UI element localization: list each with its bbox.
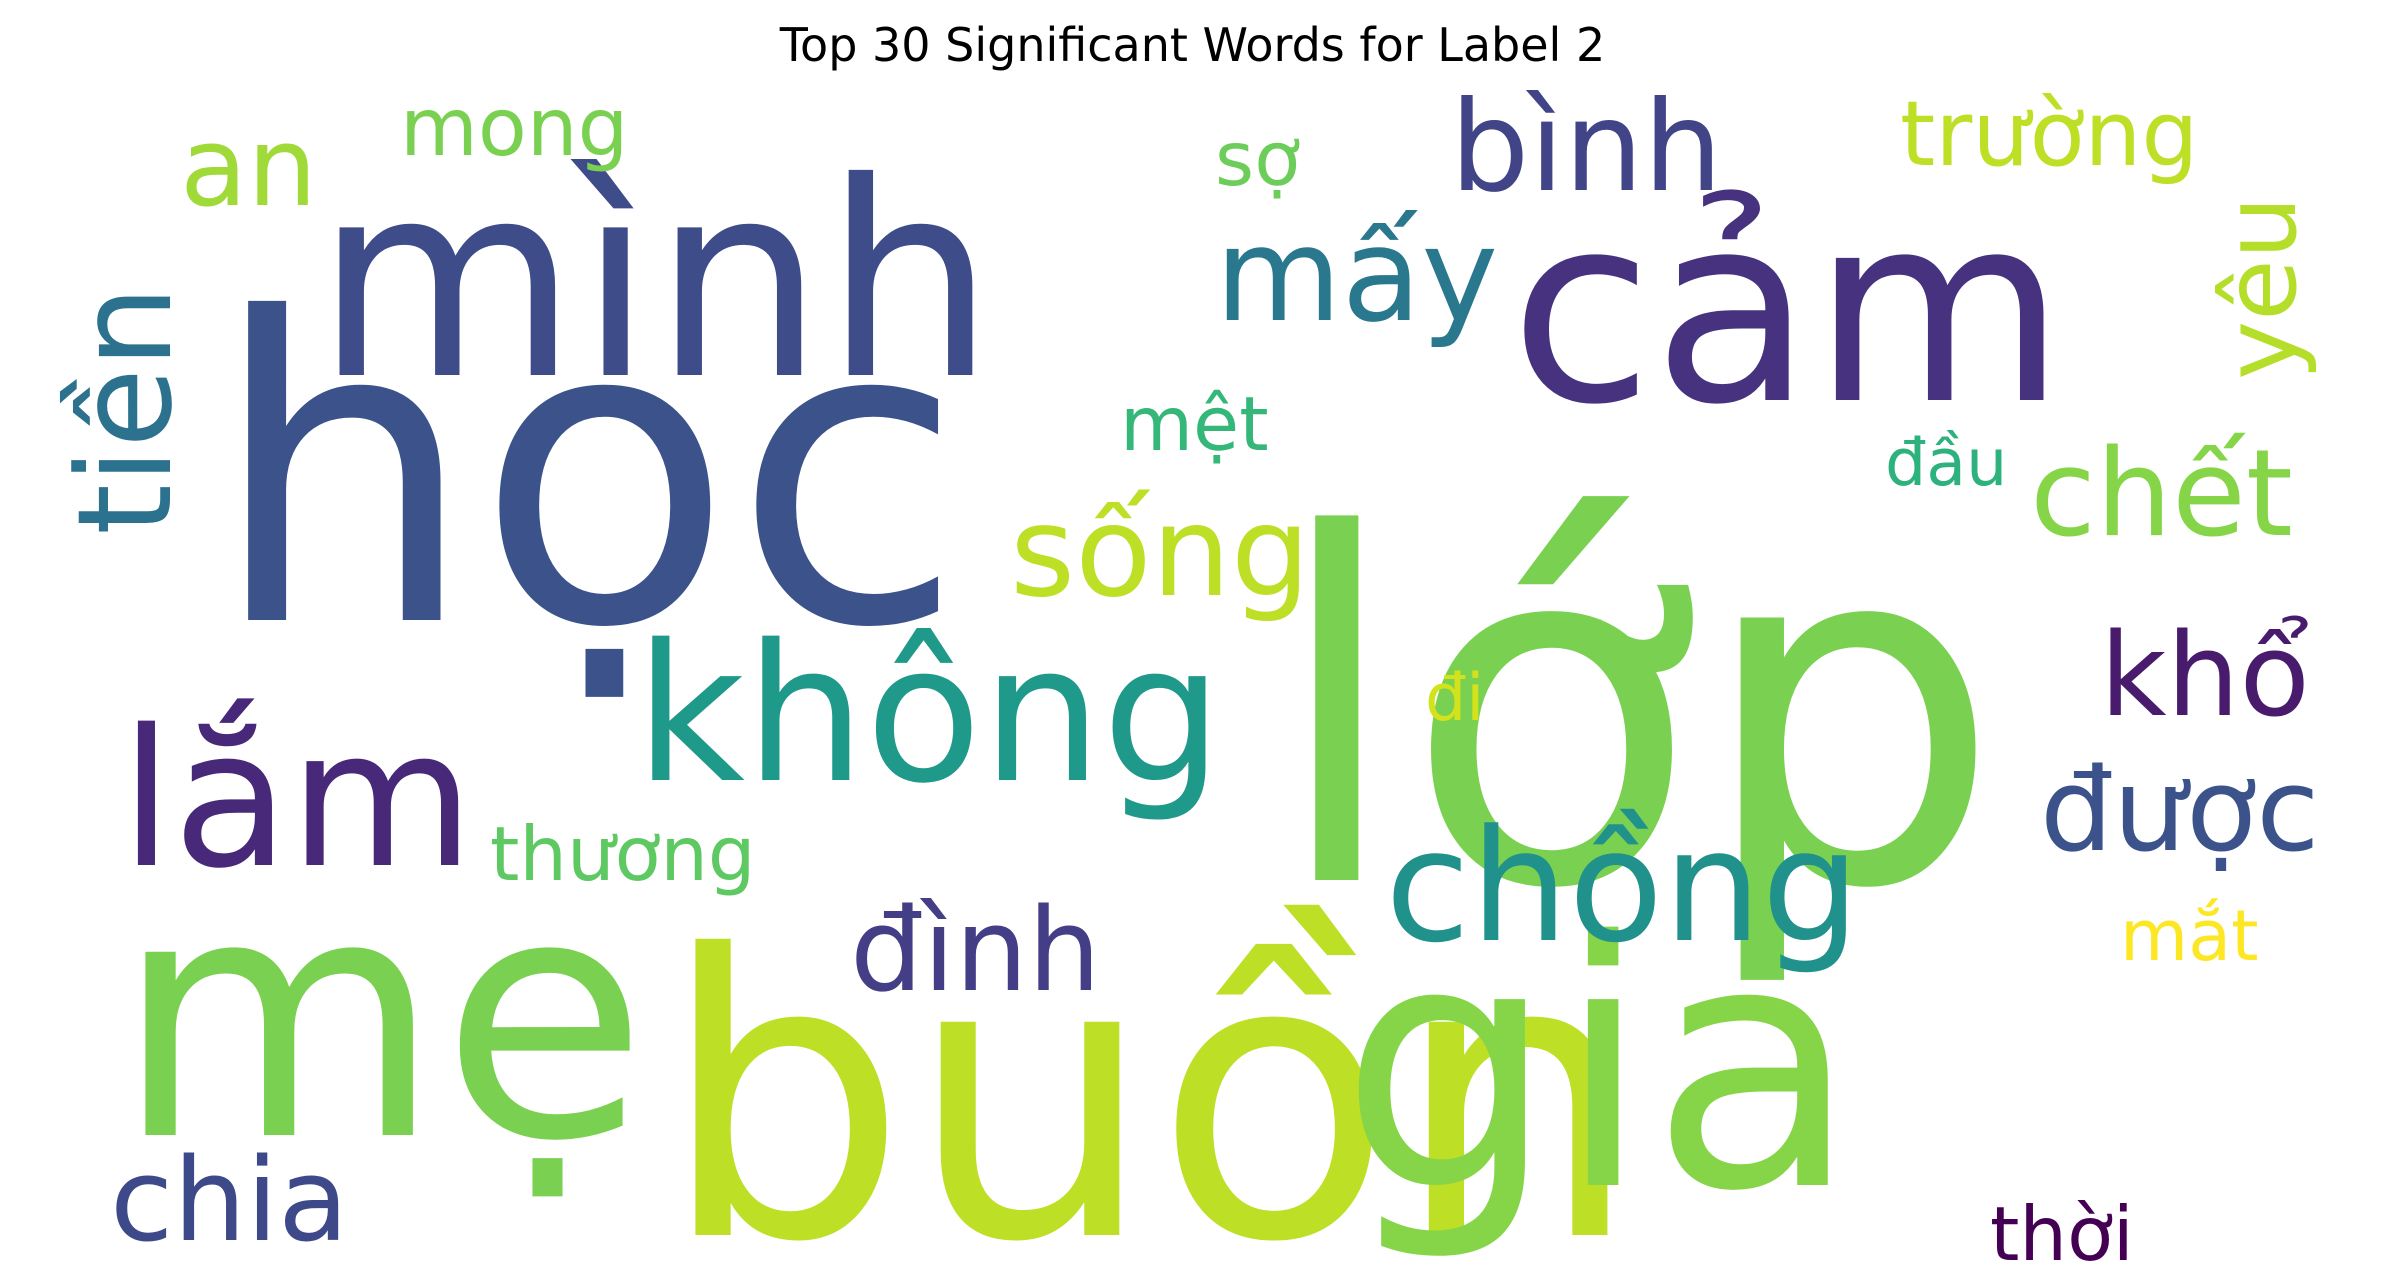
word-16: mong xyxy=(400,81,628,174)
word-14: an xyxy=(180,103,317,231)
chart-title: Top 30 Significant Words for Label 2 xyxy=(779,18,1606,72)
word-8: không xyxy=(635,604,1223,825)
word-20: mệt xyxy=(1120,380,1269,468)
word-29: chia xyxy=(110,1134,349,1268)
word-13: bình xyxy=(1450,75,1723,220)
word-1: học xyxy=(210,231,964,720)
word-22: chết xyxy=(2030,425,2293,564)
word-25: đi xyxy=(1425,661,1484,736)
word-11: sống xyxy=(1010,480,1310,625)
word-17: sợ xyxy=(1215,115,1300,203)
word-24: được xyxy=(2040,744,2319,878)
word-26: thương xyxy=(490,810,756,898)
word-2: mình xyxy=(315,124,995,439)
word-9: lắm xyxy=(120,689,474,910)
word-30: thời xyxy=(1990,1190,2134,1278)
word-27: đình xyxy=(850,884,1101,1018)
word-23: khổ xyxy=(2100,609,2310,743)
word-18: trường xyxy=(1900,82,2199,187)
word-7: gia xyxy=(1340,870,1859,1266)
word-10: chồng xyxy=(1385,796,1860,977)
word-3: cảm xyxy=(1510,160,2066,462)
word-5: mẹ xyxy=(115,825,647,1215)
word-19: yêu xyxy=(2202,196,2319,380)
word-15: tiền xyxy=(49,286,201,535)
word-6: buồn xyxy=(660,873,1641,1285)
word-28: mắt xyxy=(2120,895,2259,977)
word-21: đầu xyxy=(1885,426,2007,501)
word-4: lớp xyxy=(1270,435,2002,994)
word-12: mấy xyxy=(1215,199,1498,351)
